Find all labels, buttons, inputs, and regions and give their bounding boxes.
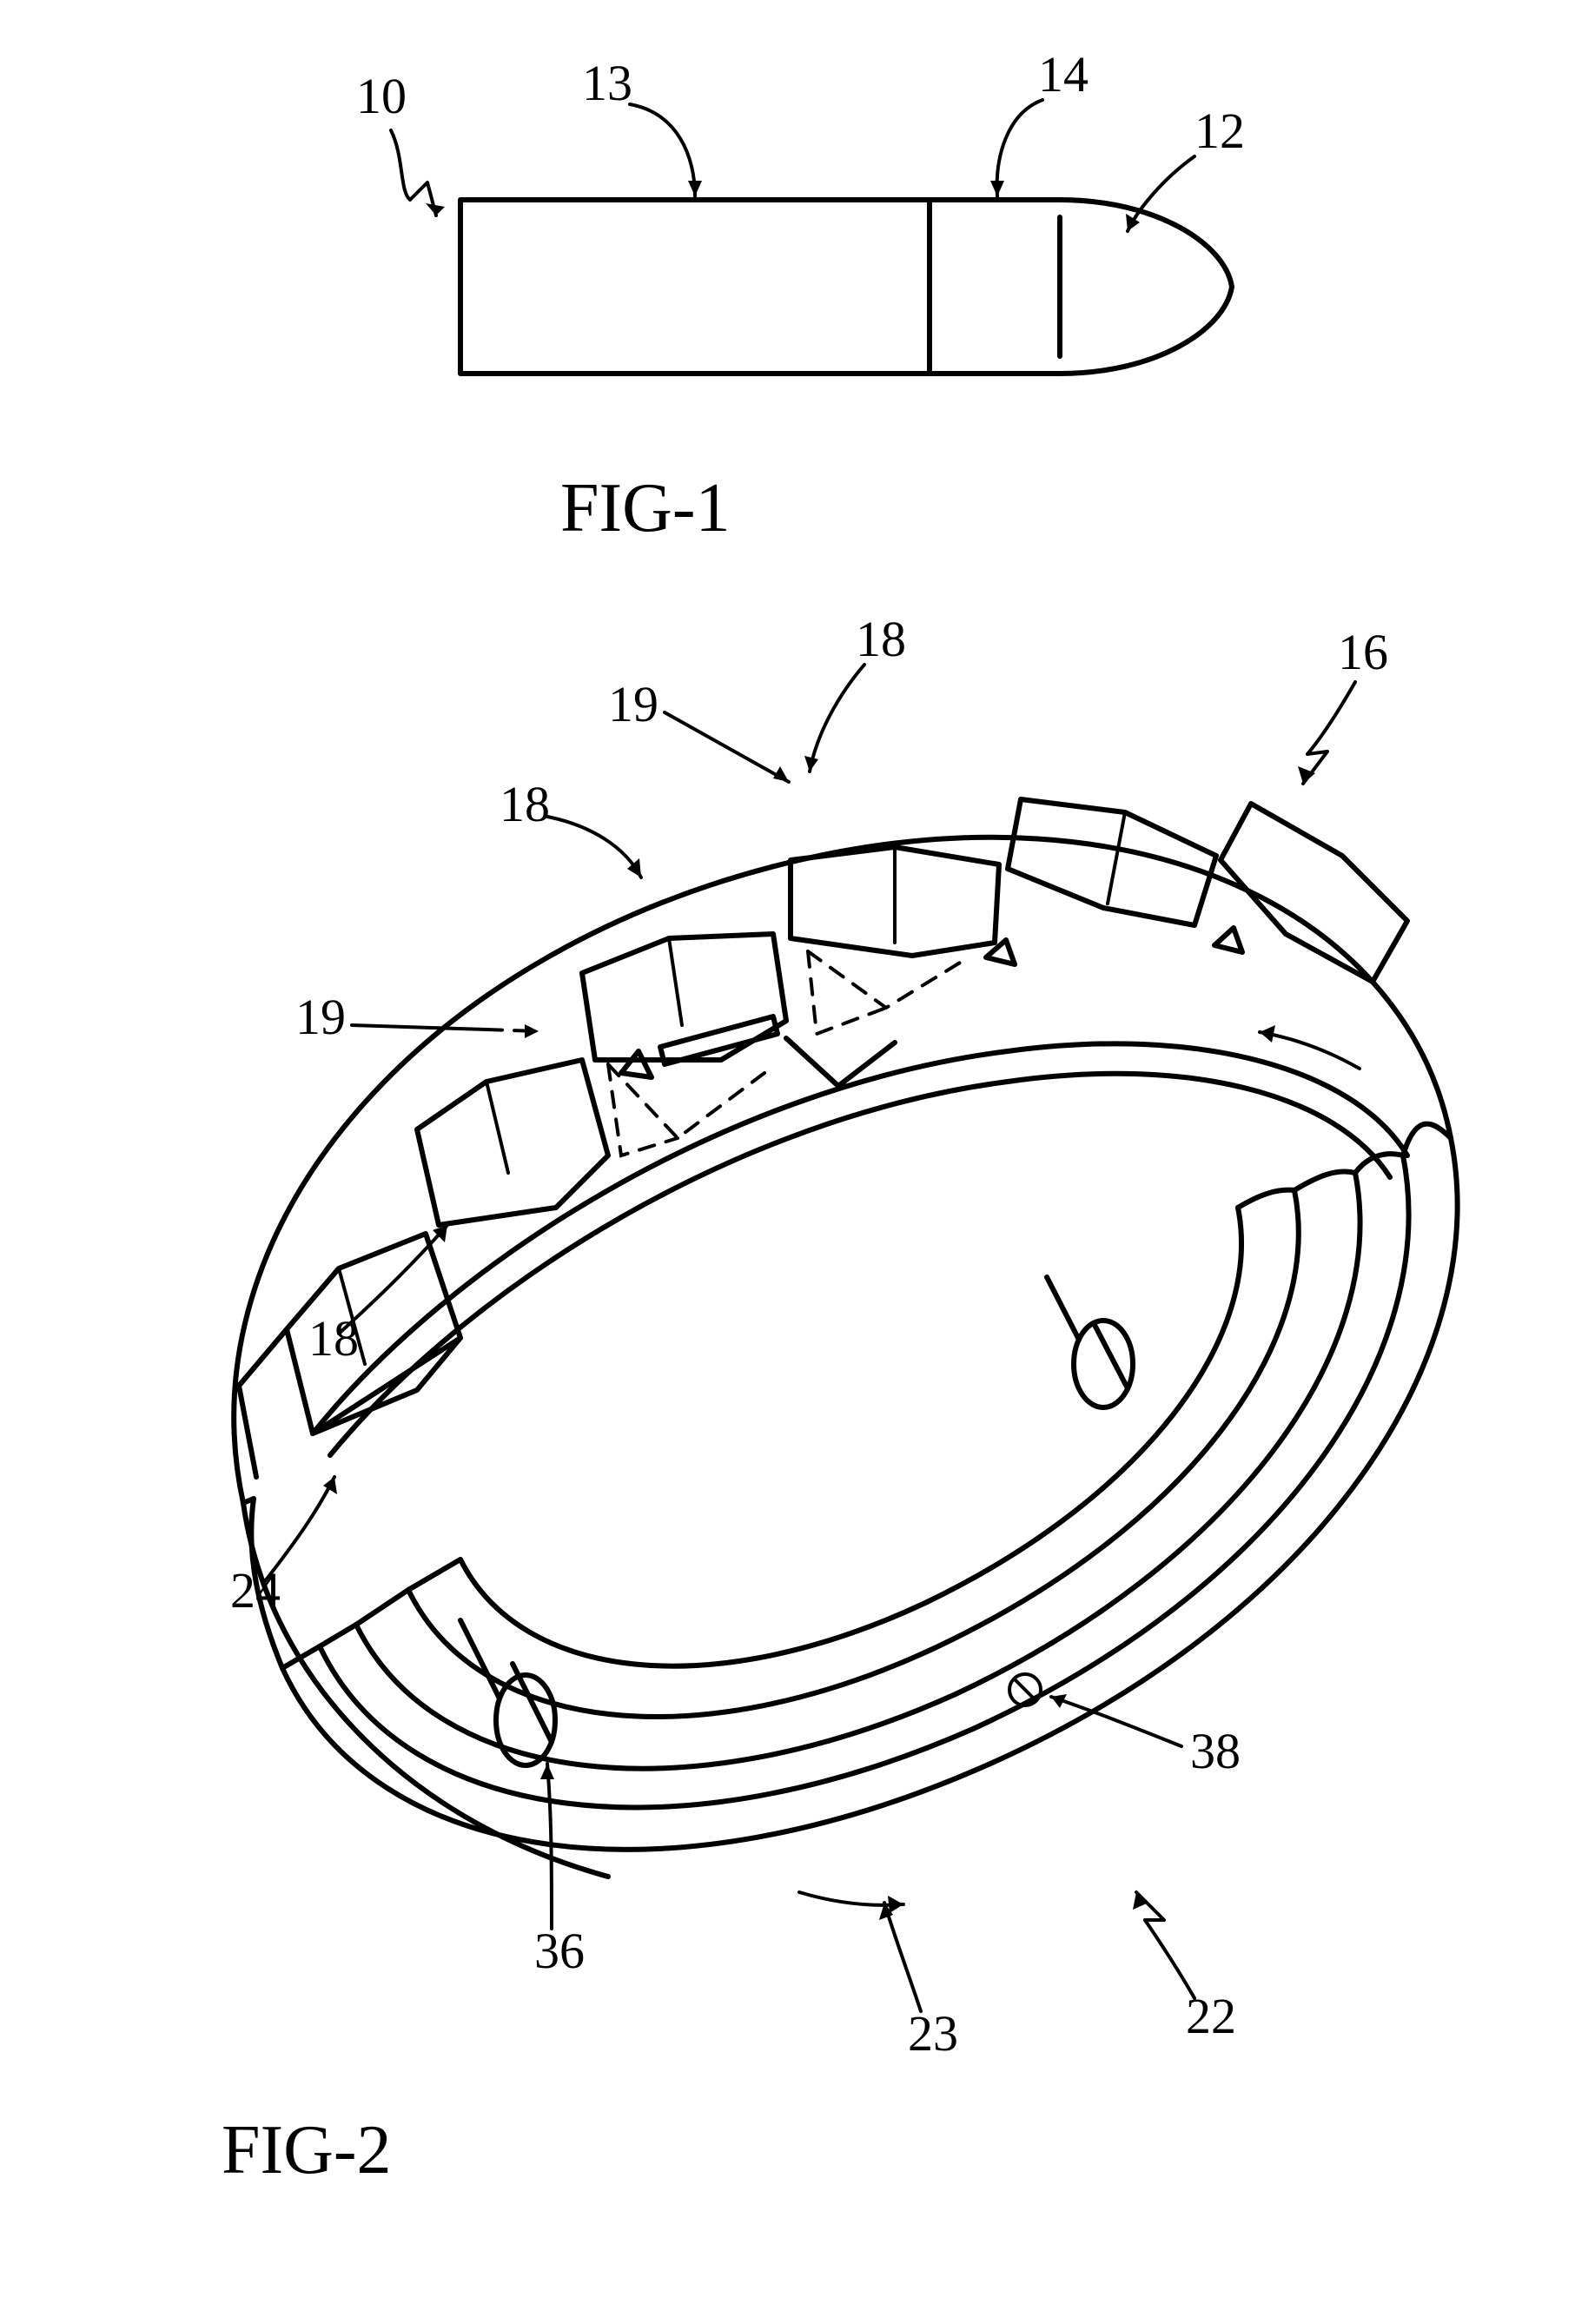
svg-text:14: 14 [1038, 46, 1089, 103]
svg-text:12: 12 [1194, 103, 1245, 159]
page: 10 13 14 12 FIG-1 [0, 0, 1575, 2324]
fig2-drawing: 16 18 19 18 19 18 [52, 599, 1529, 2163]
svg-text:38: 38 [1190, 1723, 1241, 1779]
cartridge [460, 200, 1232, 374]
fig2-caption: FIG-2 [222, 2111, 392, 2190]
svg-text:36: 36 [534, 1923, 585, 1979]
tabs [239, 799, 1407, 1477]
fig1-drawing: 10 13 14 12 [139, 17, 1442, 469]
fig1-caption: FIG-1 [560, 469, 731, 548]
svg-text:13: 13 [582, 55, 632, 111]
post-right [1047, 1277, 1133, 1407]
svg-text:10: 10 [356, 68, 407, 124]
svg-text:18: 18 [856, 611, 906, 667]
svg-text:16: 16 [1338, 624, 1388, 680]
svg-text:23: 23 [908, 2005, 958, 2062]
ring-assembly [234, 799, 1457, 1913]
post-left [460, 1620, 555, 1765]
svg-text:19: 19 [295, 989, 346, 1045]
svg-text:18: 18 [500, 776, 550, 832]
svg-text:19: 19 [608, 676, 658, 732]
svg-text:18: 18 [308, 1310, 359, 1367]
